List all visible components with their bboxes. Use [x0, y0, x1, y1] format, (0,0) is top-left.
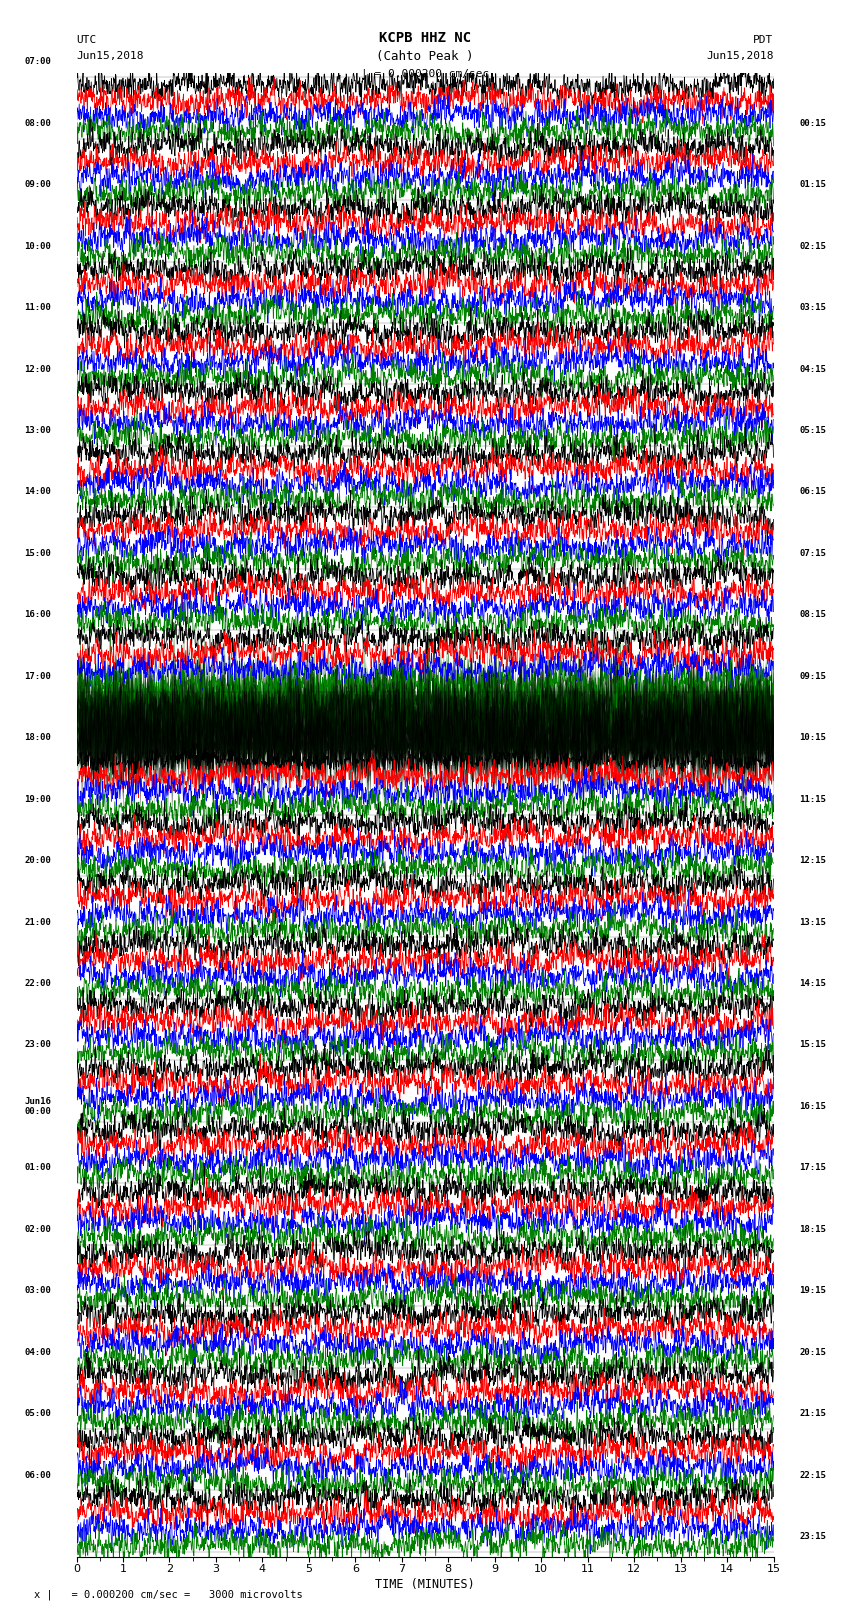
Text: 19:15: 19:15 — [799, 1286, 826, 1295]
Text: 20:15: 20:15 — [799, 1348, 826, 1357]
Text: 13:00: 13:00 — [24, 426, 51, 436]
Text: (Cahto Peak ): (Cahto Peak ) — [377, 50, 473, 63]
Text: 10:00: 10:00 — [24, 242, 51, 250]
Text: 16:00: 16:00 — [24, 610, 51, 619]
Text: 12:15: 12:15 — [799, 857, 826, 865]
Text: 02:15: 02:15 — [799, 242, 826, 250]
Text: 09:15: 09:15 — [799, 671, 826, 681]
Text: KCPB HHZ NC: KCPB HHZ NC — [379, 31, 471, 45]
Text: 07:15: 07:15 — [799, 548, 826, 558]
Text: | = 0.000200 cm/sec: | = 0.000200 cm/sec — [361, 68, 489, 79]
Text: 10:15: 10:15 — [799, 734, 826, 742]
Text: UTC: UTC — [76, 35, 97, 45]
Text: 08:00: 08:00 — [24, 119, 51, 127]
Text: 00:15: 00:15 — [799, 119, 826, 127]
Text: 14:15: 14:15 — [799, 979, 826, 989]
Text: 00:00: 00:00 — [24, 1107, 51, 1116]
Text: 01:15: 01:15 — [799, 181, 826, 189]
Text: 16:15: 16:15 — [799, 1102, 826, 1111]
Text: 18:15: 18:15 — [799, 1224, 826, 1234]
X-axis label: TIME (MINUTES): TIME (MINUTES) — [375, 1579, 475, 1592]
Text: 07:00: 07:00 — [24, 58, 51, 66]
Text: 04:00: 04:00 — [24, 1348, 51, 1357]
Text: 12:00: 12:00 — [24, 365, 51, 374]
Text: 13:15: 13:15 — [799, 918, 826, 926]
Text: 20:00: 20:00 — [24, 857, 51, 865]
Text: 04:15: 04:15 — [799, 365, 826, 374]
Text: 17:15: 17:15 — [799, 1163, 826, 1173]
Text: 15:15: 15:15 — [799, 1040, 826, 1050]
Text: PDT: PDT — [753, 35, 774, 45]
Text: Jun15,2018: Jun15,2018 — [706, 52, 774, 61]
Text: 01:00: 01:00 — [24, 1163, 51, 1173]
Text: 06:00: 06:00 — [24, 1471, 51, 1479]
Text: 06:15: 06:15 — [799, 487, 826, 497]
Text: Jun15,2018: Jun15,2018 — [76, 52, 144, 61]
Text: 09:00: 09:00 — [24, 181, 51, 189]
Text: 21:00: 21:00 — [24, 918, 51, 926]
Text: 18:00: 18:00 — [24, 734, 51, 742]
Text: 11:15: 11:15 — [799, 795, 826, 803]
Text: 02:00: 02:00 — [24, 1224, 51, 1234]
Text: 19:00: 19:00 — [24, 795, 51, 803]
Text: 23:15: 23:15 — [799, 1532, 826, 1540]
Text: 23:00: 23:00 — [24, 1040, 51, 1050]
Text: 15:00: 15:00 — [24, 548, 51, 558]
Text: x |   = 0.000200 cm/sec =   3000 microvolts: x | = 0.000200 cm/sec = 3000 microvolts — [34, 1589, 303, 1600]
Text: 21:15: 21:15 — [799, 1410, 826, 1418]
Text: Jun16: Jun16 — [24, 1097, 51, 1107]
Text: 11:00: 11:00 — [24, 303, 51, 313]
Text: 14:00: 14:00 — [24, 487, 51, 497]
Text: 05:15: 05:15 — [799, 426, 826, 436]
Text: 05:00: 05:00 — [24, 1410, 51, 1418]
Text: 03:15: 03:15 — [799, 303, 826, 313]
Text: 22:00: 22:00 — [24, 979, 51, 989]
Text: 03:00: 03:00 — [24, 1286, 51, 1295]
Text: 17:00: 17:00 — [24, 671, 51, 681]
Text: 08:15: 08:15 — [799, 610, 826, 619]
Text: 22:15: 22:15 — [799, 1471, 826, 1479]
